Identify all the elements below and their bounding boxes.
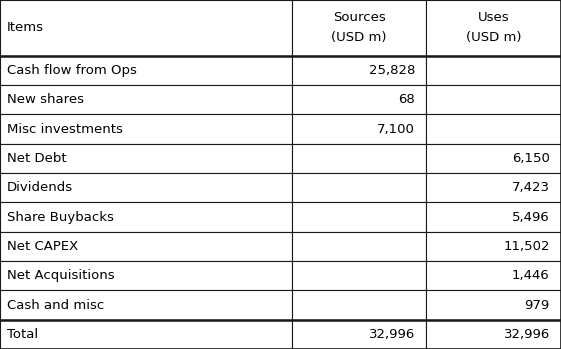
Text: (USD m): (USD m) (466, 31, 521, 44)
Bar (0, 173, 292, 202)
Text: Net CAPEX: Net CAPEX (7, 240, 78, 253)
Bar (0, 114, 292, 144)
Text: Cash and misc: Cash and misc (7, 298, 104, 312)
Text: Items: Items (7, 21, 44, 34)
Bar (292, 114, 426, 144)
Bar (426, 232, 561, 261)
Bar (426, 114, 561, 144)
Bar (0, 290, 292, 320)
Bar (292, 290, 426, 320)
Text: 68: 68 (398, 93, 415, 106)
Bar (426, 56, 561, 85)
Bar (0, 144, 292, 173)
Text: 32,996: 32,996 (504, 328, 550, 341)
Bar (292, 261, 426, 290)
Bar (426, 173, 561, 202)
Bar (426, 290, 561, 320)
Bar (292, 85, 426, 114)
Text: 5,496: 5,496 (512, 210, 550, 223)
Bar (0, 232, 292, 261)
Text: 6,150: 6,150 (512, 152, 550, 165)
Bar (426, 261, 561, 290)
Text: 32,996: 32,996 (369, 328, 415, 341)
Text: 979: 979 (525, 298, 550, 312)
Bar (292, 144, 426, 173)
Bar (426, 0, 561, 56)
Bar (0, 56, 292, 85)
Text: (USD m): (USD m) (332, 31, 387, 44)
Text: 7,423: 7,423 (512, 181, 550, 194)
Bar (292, 202, 426, 232)
Bar (292, 56, 426, 85)
Bar (0, 202, 292, 232)
Bar (292, 232, 426, 261)
Text: New shares: New shares (7, 93, 84, 106)
Text: Sources: Sources (333, 11, 385, 24)
Text: Share Buybacks: Share Buybacks (7, 210, 114, 223)
Text: 11,502: 11,502 (503, 240, 550, 253)
Bar (426, 85, 561, 114)
Text: Net Acquisitions: Net Acquisitions (7, 269, 114, 282)
Bar (0, 261, 292, 290)
Bar (426, 202, 561, 232)
Bar (0, 85, 292, 114)
Text: Cash flow from Ops: Cash flow from Ops (7, 64, 137, 77)
Text: Dividends: Dividends (7, 181, 73, 194)
Bar (292, 173, 426, 202)
Text: 7,100: 7,100 (377, 122, 415, 135)
Text: 1,446: 1,446 (512, 269, 550, 282)
Bar (0, 320, 292, 349)
Text: Net Debt: Net Debt (7, 152, 66, 165)
Bar (426, 144, 561, 173)
Bar (426, 320, 561, 349)
Text: Misc investments: Misc investments (7, 122, 123, 135)
Text: 25,828: 25,828 (369, 64, 415, 77)
Bar (0, 0, 292, 56)
Bar (292, 0, 426, 56)
Bar (292, 320, 426, 349)
Text: Uses: Uses (478, 11, 509, 24)
Text: Total: Total (7, 328, 38, 341)
